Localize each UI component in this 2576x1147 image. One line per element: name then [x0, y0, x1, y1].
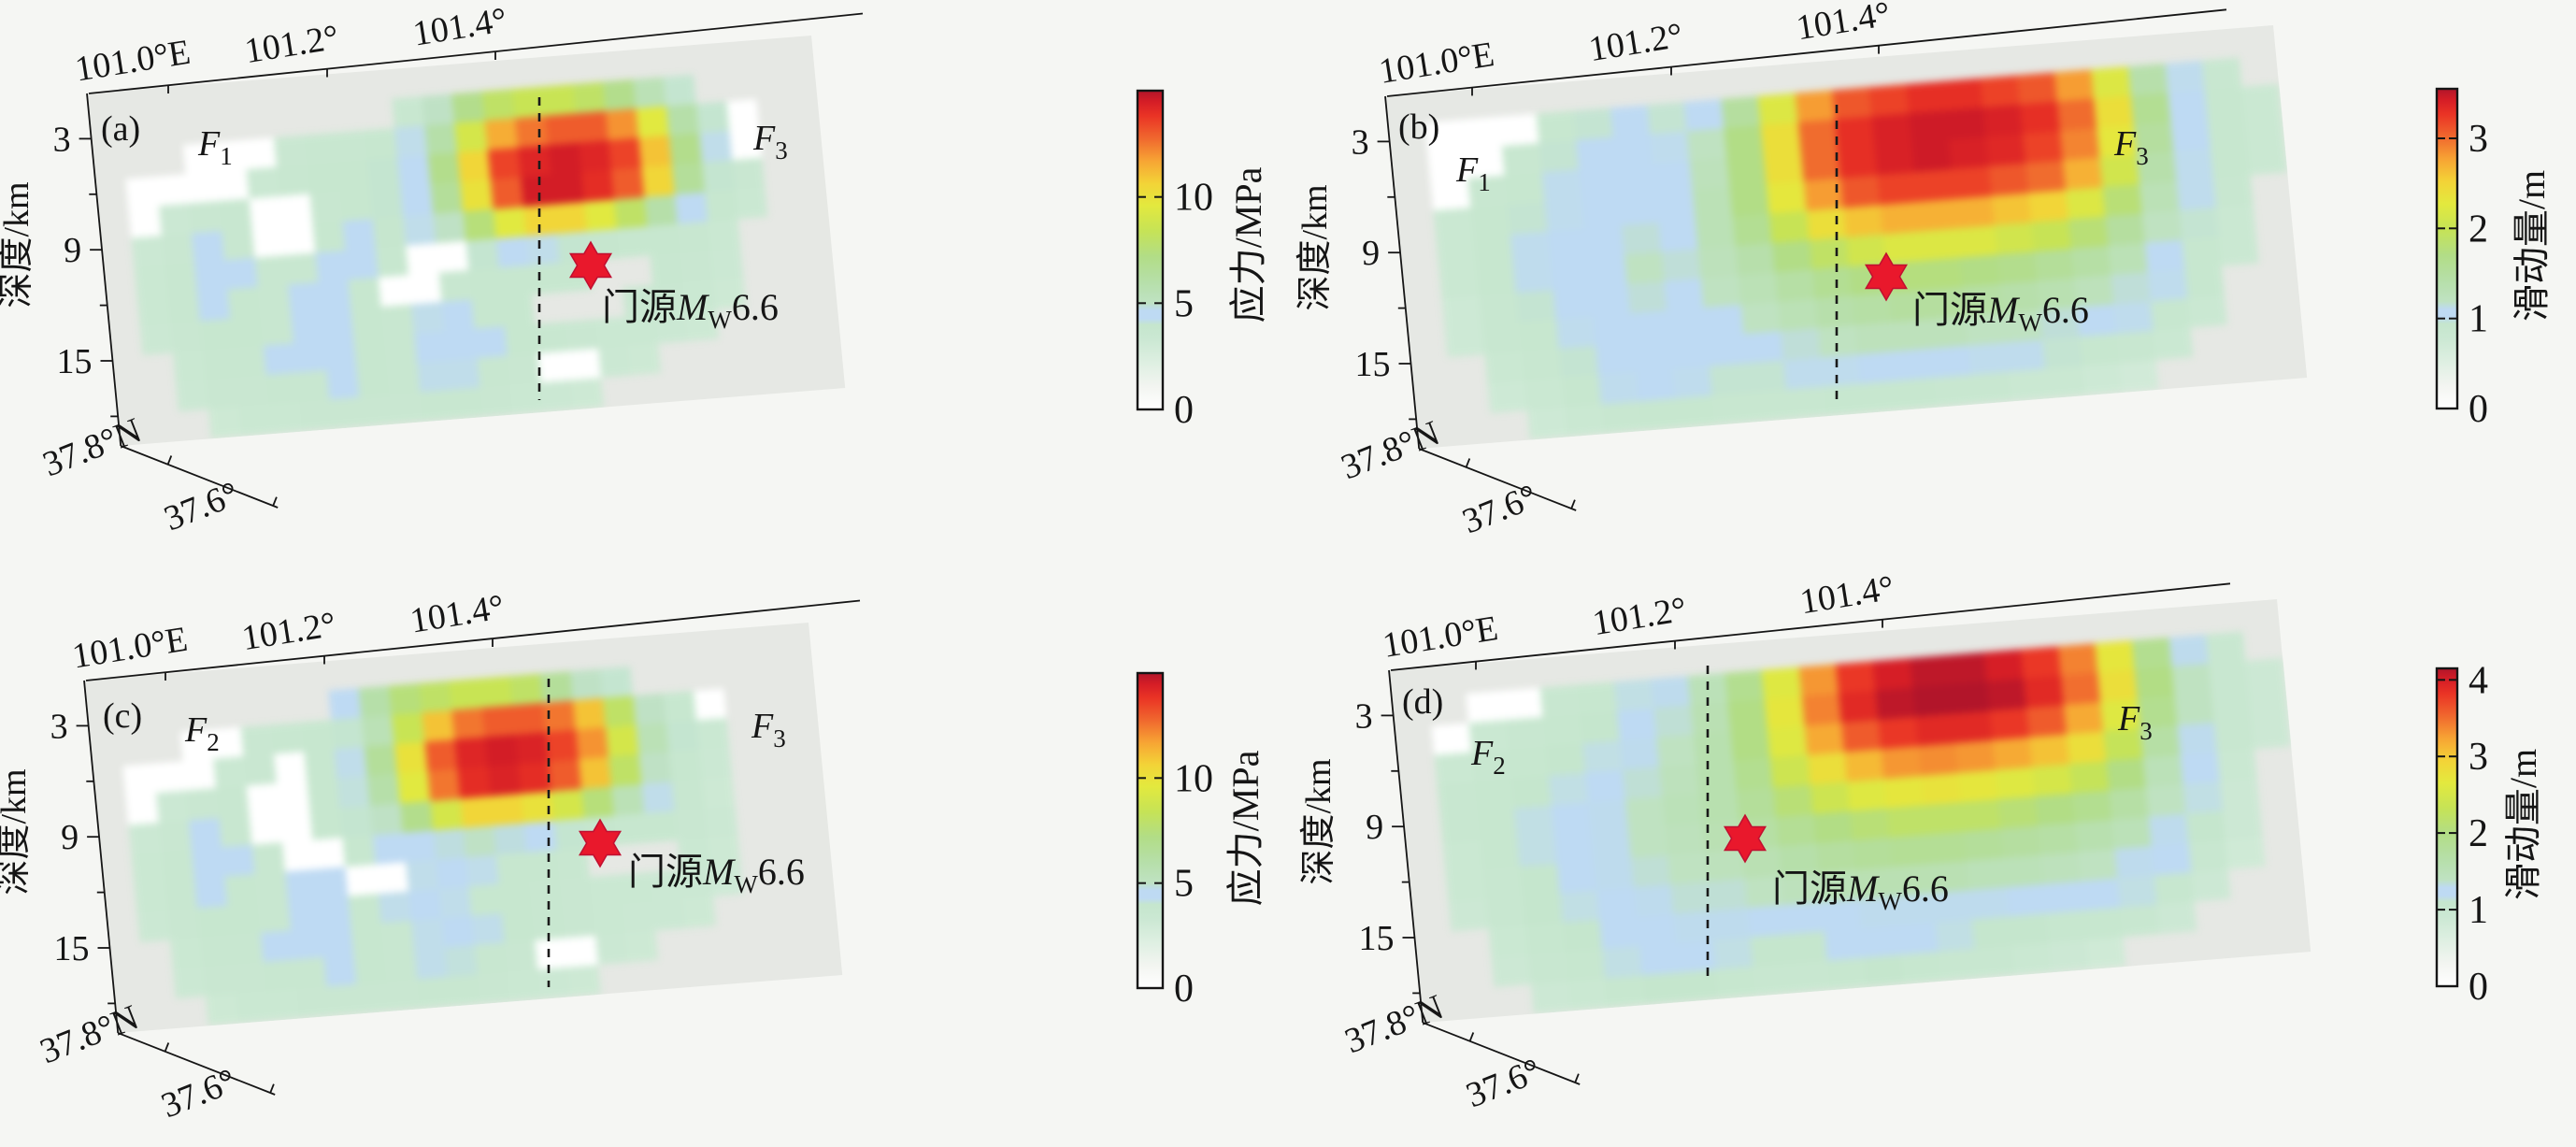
colorbar-title: 滑动量/m — [2511, 170, 2553, 322]
heatmap-canvas-panel-c — [84, 623, 843, 1033]
fault-plane-panel-b — [1385, 25, 2308, 449]
fault-plane-panel-d — [1389, 599, 2311, 1023]
colorbar-panel-d: 0 1 2 3 4 滑动量/m — [2435, 659, 2544, 1009]
depth-tick-label: 3 — [50, 707, 68, 746]
colorbar-bar — [2435, 87, 2459, 410]
colorbar-tick-label: 1 — [2469, 889, 2488, 932]
lat-tick — [272, 496, 278, 507]
lat-tick-label: 37.6° — [1461, 1051, 1546, 1115]
lat-tick — [164, 1042, 170, 1053]
colorbar-title: 应力/MPa — [1227, 166, 1269, 323]
lat-axis-panel-a — [120, 445, 279, 509]
lon-tick-label: 101.0°E — [73, 33, 193, 90]
colorbar-bar — [1136, 89, 1165, 411]
colorbar-tick-label: 0 — [1174, 968, 1194, 1011]
lat-tick — [269, 1083, 275, 1094]
depth-tick-label: 15 — [1355, 345, 1391, 384]
colorbar-panel-b: 0 1 2 3 滑动量/m — [2435, 87, 2553, 431]
colorbar-tick-label: 5 — [1174, 282, 1194, 325]
lat-axis-panel-c — [117, 1032, 276, 1096]
depth-tick-label: 3 — [53, 120, 71, 159]
depth-tick-label: 15 — [1359, 919, 1395, 958]
lat-tick-label: 37.6° — [156, 1061, 241, 1125]
depth-tick-label: 9 — [1362, 234, 1380, 273]
lat-tick — [1468, 1032, 1475, 1042]
colorbar-panel-c: 0 5 10 应力/MPa — [1136, 671, 1267, 1011]
lat-tick — [166, 455, 173, 466]
colorbar-tick-label: 3 — [2469, 118, 2488, 161]
lon-tick-label: 101.2° — [1586, 16, 1685, 69]
colorbar-title: 应力/MPa — [1224, 750, 1267, 906]
colorbar-tick-label: 0 — [2469, 966, 2488, 1009]
colorbar-panel-a: 0 5 10 应力/MPa — [1136, 89, 1269, 432]
depth-tick-label: 15 — [57, 342, 93, 381]
depth-tick-label: 3 — [1355, 696, 1373, 736]
lon-tick-label: 101.0°E — [1381, 609, 1501, 666]
heatmap-canvas-panel-d — [1389, 599, 2311, 1023]
colorbar-tick-label: 2 — [2469, 208, 2488, 251]
lon-tick-label: 101.0°E — [1377, 35, 1497, 92]
lon-tick-label: 101.2° — [239, 605, 338, 658]
depth-axis-title: 深度/km — [0, 768, 34, 895]
heatmap-canvas-panel-b — [1385, 25, 2308, 449]
colorbar-tick-label: 10 — [1174, 757, 1213, 800]
colorbar-tick-label: 0 — [1174, 389, 1194, 432]
depth-tick-label: 9 — [64, 231, 81, 270]
depth-tick-label: 9 — [1366, 808, 1383, 847]
colorbar-tick-label: 5 — [1174, 863, 1194, 906]
lat-tick — [1574, 1073, 1580, 1083]
colorbar-tick-label: 0 — [2469, 388, 2488, 431]
lat-axis-panel-b — [1418, 448, 1577, 511]
colorbar-title: 滑动量/m — [2502, 749, 2544, 900]
lon-tick-label: 101.4° — [410, 0, 509, 53]
colorbar-tick-label: 1 — [2469, 298, 2488, 341]
colorbar-tick-label: 2 — [2469, 812, 2488, 855]
fault-plane-panel-c — [84, 623, 843, 1033]
lat-tick — [1465, 458, 1471, 468]
depth-tick-label: 15 — [54, 929, 90, 968]
lat-axis-panel-d — [1422, 1022, 1581, 1085]
depth-axis-title: 深度/km — [1295, 184, 1335, 310]
lon-tick-label: 101.2° — [1590, 590, 1689, 643]
colorbar-tick-label: 4 — [2469, 659, 2488, 702]
colorbar-tick-label: 10 — [1174, 177, 1213, 220]
lat-tick-label: 37.6° — [159, 474, 244, 538]
heatmap-canvas-panel-a — [87, 36, 846, 446]
depth-tick-label: 9 — [61, 818, 79, 857]
lon-tick-label: 101.0°E — [70, 620, 191, 677]
lon-tick-label: 101.4° — [1797, 568, 1896, 622]
depth-axis-title: 深度/km — [1299, 758, 1338, 884]
lat-tick-label: 37.6° — [1457, 477, 1542, 541]
colorbar-tick-label: 3 — [2469, 736, 2488, 779]
depth-tick-label: 3 — [1352, 122, 1369, 162]
depth-axis-title: 深度/km — [0, 181, 36, 308]
colorbar-bar — [1136, 671, 1165, 990]
lon-tick-label: 101.2° — [242, 18, 341, 71]
fault-plane-panel-a — [87, 36, 846, 446]
lon-tick-label: 101.4° — [1794, 0, 1893, 48]
colorbar-bar — [2435, 667, 2459, 988]
lat-tick — [1570, 499, 1576, 509]
lon-tick-label: 101.4° — [408, 587, 507, 640]
